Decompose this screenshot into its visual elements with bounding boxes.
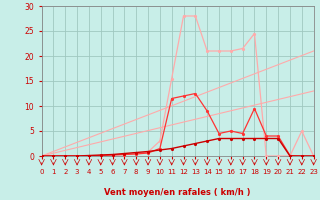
X-axis label: Vent moyen/en rafales ( km/h ): Vent moyen/en rafales ( km/h ) [104, 188, 251, 197]
